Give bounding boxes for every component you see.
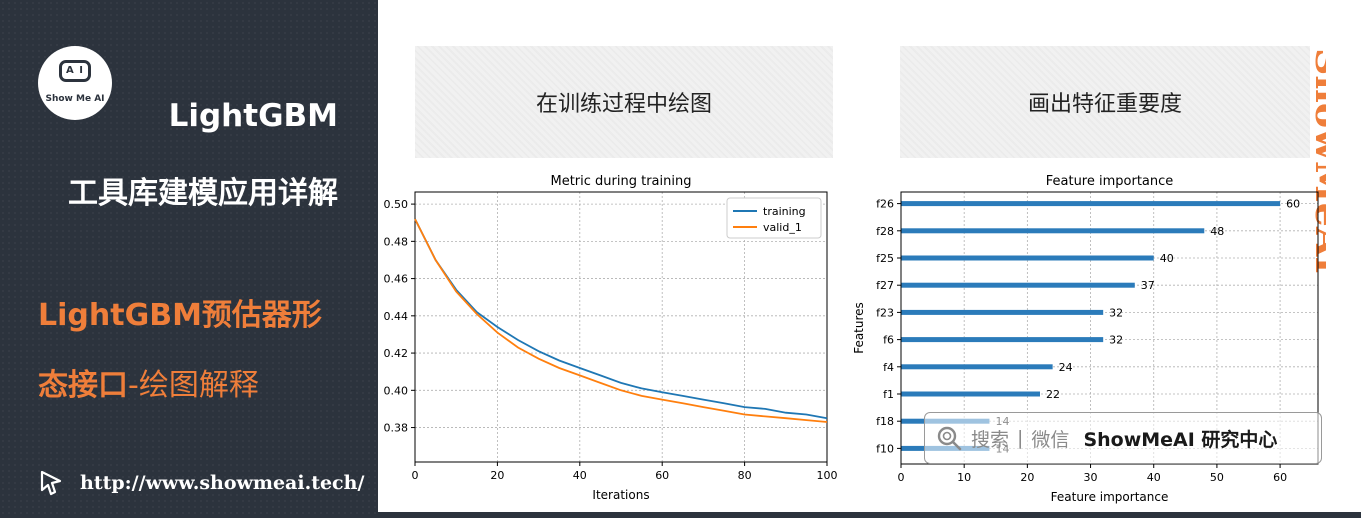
badge-brand-name: ShowMeAI 研究中心 — [1083, 428, 1278, 451]
badge-wechat-text: 微信 — [1031, 428, 1070, 451]
feature-bar — [901, 201, 1281, 207]
feature-bar-value-label: 40 — [1160, 252, 1174, 265]
bar-chart-x-tick-label: 0 — [898, 471, 905, 484]
showmeai-logo[interactable]: A I Show Me AI — [38, 46, 112, 120]
robot-face-icon: A I — [59, 60, 91, 82]
article-title-light: -绘图解释 — [128, 368, 259, 403]
feature-bar-value-label: 37 — [1141, 279, 1155, 292]
feature-bar-value-label: 24 — [1059, 361, 1073, 374]
feature-bar-value-label: 22 — [1046, 388, 1060, 401]
bar-chart-category-label: f26 — [876, 198, 894, 211]
feature-bar — [901, 255, 1154, 261]
line-chart-x-tick-label: 0 — [412, 469, 419, 482]
line-chart-y-tick-label: 0.40 — [384, 384, 409, 397]
bar-chart-frame — [900, 191, 1319, 465]
bar-chart-x-tick-label: 50 — [1210, 471, 1224, 484]
feature-bar-value-label: 60 — [1286, 198, 1300, 211]
line-chart-y-tick-label: 0.42 — [384, 347, 409, 360]
bar-chart-x-tick-label: 20 — [1020, 471, 1034, 484]
feature-bar — [901, 282, 1135, 288]
line-chart-x-tick-label: 60 — [655, 469, 669, 482]
search-icon — [937, 426, 962, 451]
bar-chart-x-tick-label: 10 — [957, 471, 971, 484]
line-chart-y-tick-label: 0.38 — [384, 422, 409, 435]
website-link[interactable]: http://www.showmeai.tech/ — [36, 466, 364, 500]
bottom-border — [378, 512, 1361, 518]
heading-feature-importance: 画出特征重要度 — [900, 46, 1310, 158]
line-chart-y-tick-label: 0.48 — [384, 235, 409, 248]
bar-chart-y-axis-label: Features — [852, 302, 866, 354]
line-chart-frame — [414, 191, 828, 463]
line-chart-x-tick-label: 80 — [738, 469, 752, 482]
line-series-training — [414, 218, 828, 420]
line-chart-y-tick-label: 0.46 — [384, 273, 409, 286]
heading-plot-during-training: 在训练过程中绘图 — [415, 46, 833, 158]
logo-text: Show Me AI — [45, 94, 105, 104]
series-subtitle: 工具库建模应用详解 — [68, 176, 338, 211]
feature-bar-value-label: 48 — [1210, 225, 1224, 238]
bar-chart-category-label: f25 — [876, 252, 894, 265]
left-panel: A I Show Me AI LightGBM 工具库建模应用详解 LightG… — [0, 0, 378, 518]
line-chart-x-tick-label: 100 — [817, 469, 838, 482]
article-title-line1: LightGBM预估器形 — [38, 298, 322, 333]
series-title: LightGBM — [168, 98, 338, 134]
line-chart-y-tick-label: 0.50 — [384, 198, 409, 211]
bar-chart-category-label: f28 — [876, 225, 894, 238]
bar-chart-category-label: f27 — [876, 279, 894, 292]
feature-bar — [901, 391, 1040, 397]
bar-chart-category-label: f10 — [876, 442, 894, 455]
bar-chart-category-label: f4 — [883, 361, 894, 374]
feature-bar — [901, 228, 1205, 234]
wechat-search-badge: 搜索 | 微信 ShowMeAI 研究中心 — [924, 412, 1322, 464]
bar-chart-category-label: f1 — [883, 388, 894, 401]
legend-label-training: training — [763, 205, 806, 218]
badge-separator: | — [1017, 427, 1024, 449]
bar-chart-category-label: f6 — [883, 334, 894, 347]
bar-chart-x-tick-label: 40 — [1147, 471, 1161, 484]
content-area: 在训练过程中绘图 画出特征重要度 ShowMeAI 0 20 40 60 80 100 0.… — [378, 0, 1361, 518]
line-chart-x-tick-label: 40 — [573, 469, 587, 482]
bar-chart-title: Feature importance — [1046, 174, 1174, 189]
line-chart-x-tick-label: 20 — [490, 469, 504, 482]
line-chart-title: Metric during training — [551, 174, 692, 189]
watermark-vertical-text: ShowMeAI — [1307, 48, 1326, 274]
bar-chart-category-label: f23 — [876, 306, 894, 319]
article-title-line2: 态接口-绘图解释 — [38, 360, 259, 404]
cursor-click-icon — [40, 470, 62, 496]
line-chart-y-tick-label: 0.44 — [384, 310, 409, 323]
feature-bar — [901, 337, 1104, 343]
badge-search-text: 搜索 — [971, 428, 1010, 451]
showmeai-vertical-watermark: ShowMeAI — [1307, 48, 1326, 274]
bar-chart-category-label: f18 — [876, 415, 894, 428]
bar-chart-x-axis-label: Feature importance — [1051, 490, 1169, 504]
bar-chart-x-tick-label: 30 — [1084, 471, 1098, 484]
feature-bar — [901, 309, 1104, 315]
line-series-valid_1 — [414, 218, 828, 423]
bar-chart-x-tick-label: 60 — [1273, 471, 1287, 484]
feature-bar — [901, 364, 1053, 370]
article-title-bold: 态接口 — [38, 368, 128, 403]
legend-label-valid_1: valid_1 — [763, 221, 802, 234]
website-url[interactable]: http://www.showmeai.tech/ — [80, 472, 365, 494]
line-chart-x-axis-label: Iterations — [592, 488, 649, 502]
feature-bar-value-label: 32 — [1109, 334, 1123, 347]
feature-bar-value-label: 32 — [1109, 306, 1123, 319]
